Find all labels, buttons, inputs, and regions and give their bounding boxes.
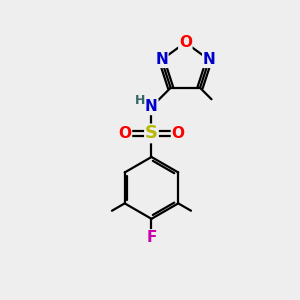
Text: O: O [179, 35, 192, 50]
Text: S: S [145, 124, 158, 142]
Text: N: N [155, 52, 168, 67]
Text: O: O [172, 126, 184, 141]
Text: N: N [145, 99, 158, 114]
Text: H: H [135, 94, 146, 107]
Text: N: N [203, 52, 215, 67]
Text: F: F [146, 230, 157, 245]
Text: O: O [118, 126, 131, 141]
